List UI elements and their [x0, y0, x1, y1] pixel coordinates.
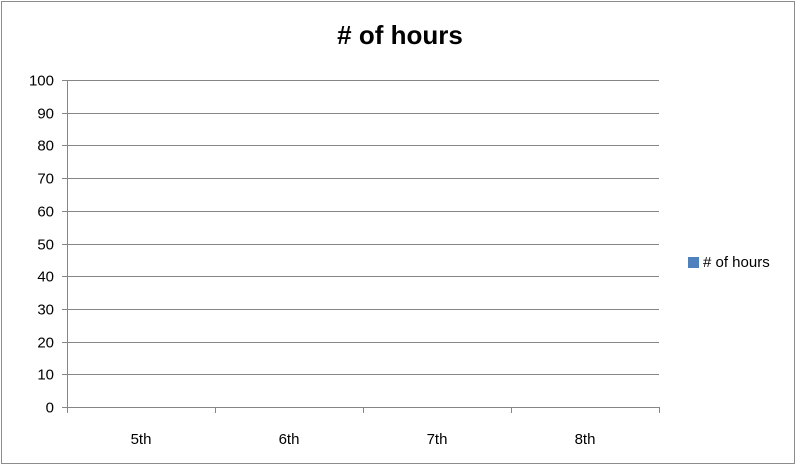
- y-tick-label: 60: [37, 204, 54, 221]
- chart-title: # of hours: [337, 20, 463, 50]
- legend-swatch-icon: [688, 257, 699, 268]
- legend-label: # of hours: [703, 254, 770, 271]
- x-tick-label: 7th: [427, 431, 448, 448]
- x-tick-label: 8th: [575, 431, 596, 448]
- y-tick-label: 90: [37, 106, 54, 123]
- x-tick-label: 5th: [131, 431, 152, 448]
- y-tick-label: 50: [37, 237, 54, 254]
- x-tick-label: 6th: [279, 431, 300, 448]
- chart-frame: [1, 1, 795, 464]
- y-tick-label: 40: [37, 269, 54, 286]
- y-tick-label: 80: [37, 138, 54, 155]
- y-tick-label: 20: [37, 335, 54, 352]
- y-tick-label: 10: [37, 367, 54, 384]
- y-tick-label: 30: [37, 302, 54, 319]
- y-tick-label: 0: [46, 400, 54, 417]
- y-tick-label: 100: [29, 73, 54, 90]
- y-tick-label: 70: [37, 171, 54, 188]
- legend: # of hours: [688, 254, 770, 271]
